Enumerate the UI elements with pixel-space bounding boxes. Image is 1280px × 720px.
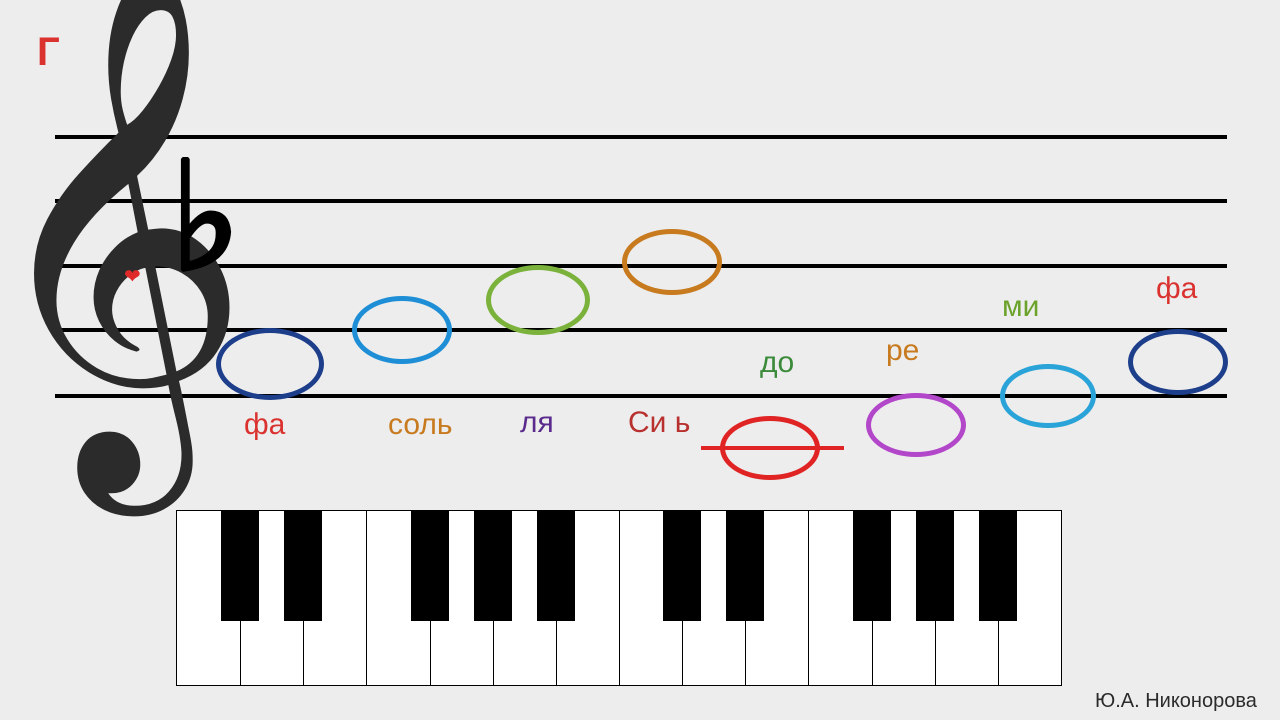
black-key	[474, 511, 512, 621]
author-credit: Ю.А. Никонорова	[1095, 690, 1257, 713]
note-oval-la	[486, 265, 590, 335]
white-key-sep	[366, 511, 367, 685]
note-oval-sol	[352, 296, 452, 364]
note-oval-fa2	[1128, 329, 1228, 395]
note-oval-si	[622, 229, 722, 295]
white-key-sep	[808, 511, 809, 685]
note-label-re: ре	[886, 334, 919, 368]
note-label-do: до	[760, 346, 794, 380]
black-key	[916, 511, 954, 621]
black-key	[979, 511, 1017, 621]
note-oval-mi	[1000, 364, 1096, 428]
white-key-sep	[619, 511, 620, 685]
black-key	[726, 511, 764, 621]
flat-sign-icon: ♭	[170, 165, 241, 270]
note-label-fa2: фа	[1156, 272, 1197, 306]
note-label-la: ля	[520, 406, 554, 440]
black-key	[411, 511, 449, 621]
note-oval-re	[866, 393, 966, 457]
music-diagram: Г𝄞❤♭фасольляСи ьдоремифаЮ.А. Никонорова	[0, 0, 1280, 720]
black-key	[663, 511, 701, 621]
clef-heart-icon: ❤	[124, 264, 141, 289]
ledger-line-do	[701, 446, 844, 450]
note-label-mi: ми	[1002, 290, 1039, 324]
note-label-sol: соль	[388, 408, 453, 442]
black-key	[284, 511, 322, 621]
note-label-si: Си ь	[628, 406, 690, 440]
note-label-fa1: фа	[244, 408, 285, 442]
note-oval-fa1	[216, 328, 324, 400]
black-key	[537, 511, 575, 621]
black-key	[853, 511, 891, 621]
piano-keyboard	[176, 510, 1062, 686]
black-key	[221, 511, 259, 621]
